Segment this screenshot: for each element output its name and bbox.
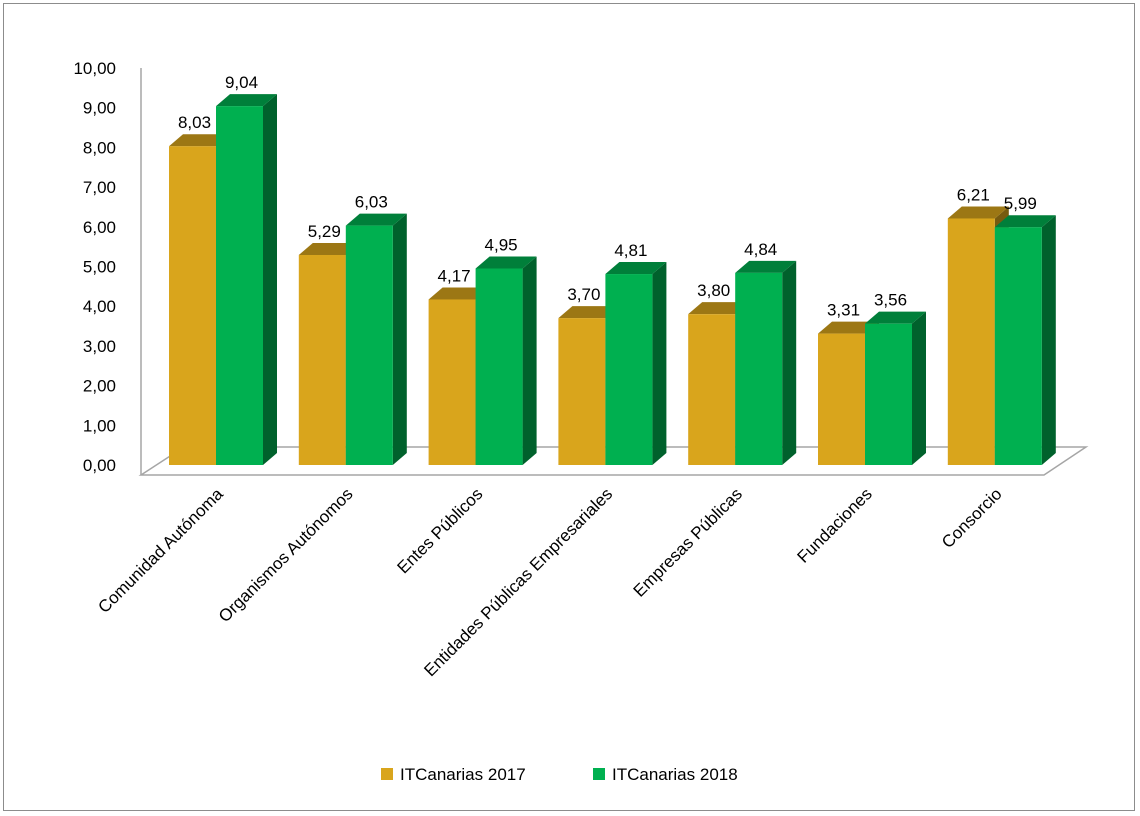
legend-label: ITCanarias 2018 — [612, 765, 738, 784]
y-tick-label: 2,00 — [83, 377, 116, 396]
y-axis: 0,00 1,00 2,00 3,00 4,00 5,00 6,00 7,00 8,00 9,00… — [73, 59, 142, 475]
bar-top — [169, 134, 230, 147]
bar-side — [522, 256, 537, 465]
bar-side — [912, 311, 926, 465]
bar — [865, 311, 926, 465]
bar-top — [475, 256, 537, 269]
y-tick-label: 3,00 — [83, 337, 116, 356]
data-label: 8,03 — [178, 113, 211, 132]
bar-front — [216, 106, 263, 465]
data-label: 9,04 — [225, 73, 258, 92]
legend-item: ITCanarias 2017 — [381, 765, 526, 784]
data-label: 5,99 — [1004, 194, 1037, 213]
legend-item: ITCanarias 2018 — [593, 765, 738, 784]
bar — [216, 94, 277, 465]
bar — [605, 262, 667, 465]
bar-side — [652, 262, 667, 465]
data-label: 4,84 — [744, 240, 777, 259]
bar-front — [865, 323, 912, 465]
category-label: Organismos Autónomos — [215, 484, 357, 626]
bar-top — [818, 321, 879, 334]
category-label: Fundaciones — [794, 484, 876, 566]
bar-top — [605, 262, 667, 275]
data-label: 6,03 — [355, 193, 388, 212]
bar-chart: 0,00 1,00 2,00 3,00 4,00 5,00 6,00 7,00 8,00 9,00… — [73, 59, 1089, 784]
bar-front — [605, 274, 653, 465]
bar-top — [688, 302, 750, 315]
data-labels: 8,03 9,04 5,29 6,03 4,17 4,95 3,70 4,81 3,80 4,84… — [178, 73, 1037, 319]
bar — [735, 260, 797, 465]
bar — [345, 213, 407, 465]
bar-top — [345, 213, 407, 226]
y-tick-label: 8,00 — [83, 138, 116, 157]
legend-label: ITCanarias 2017 — [400, 765, 526, 784]
y-tick-label: 6,00 — [83, 218, 116, 237]
bar-front — [688, 314, 736, 465]
bar-front — [558, 318, 606, 465]
legend-swatch — [593, 768, 605, 780]
bar-front — [475, 268, 523, 465]
bar — [994, 215, 1056, 465]
y-tick-label: 9,00 — [83, 99, 116, 118]
data-label: 3,80 — [697, 281, 730, 300]
y-tick-label: 10,00 — [73, 59, 116, 78]
legend: ITCanarias 2017 ITCanarias 2018 — [381, 765, 738, 784]
bar-side — [263, 94, 277, 465]
bar-top — [298, 242, 360, 255]
data-label: 3,70 — [567, 285, 600, 304]
bar-front — [818, 333, 865, 465]
y-tick-label: 5,00 — [83, 258, 116, 277]
bar-front — [298, 254, 346, 465]
bar — [475, 256, 537, 465]
bar-top — [558, 306, 620, 319]
bar-front — [735, 272, 783, 465]
bar-top — [428, 287, 490, 300]
bar-top — [994, 215, 1056, 228]
y-tick-label: 1,00 — [83, 416, 116, 435]
y-tick-label: 0,00 — [83, 456, 116, 475]
bar-front — [994, 227, 1042, 465]
bar-side — [1041, 215, 1056, 465]
bar-top — [865, 311, 926, 324]
data-label: 6,21 — [957, 185, 990, 204]
bar-top — [947, 206, 1009, 219]
data-label: 3,56 — [874, 291, 907, 310]
bar-front — [345, 225, 393, 465]
bars — [169, 94, 1056, 466]
bar-front — [947, 218, 995, 465]
bar-top — [216, 94, 277, 107]
category-label: Entes Públicos — [393, 484, 486, 577]
y-tick-label: 4,00 — [83, 297, 116, 316]
y-tick-label: 7,00 — [83, 178, 116, 197]
data-label: 4,17 — [438, 266, 471, 285]
data-label: 5,29 — [308, 222, 341, 241]
bar-top — [735, 260, 797, 273]
category-label: Comunidad Autónoma — [94, 484, 227, 617]
bar-side — [392, 213, 407, 465]
bar-front — [169, 146, 216, 466]
category-label: Empresas Públicas — [630, 484, 746, 600]
chart-frame: 0,00 1,00 2,00 3,00 4,00 5,00 6,00 7,00 8,00 9,00… — [3, 3, 1135, 811]
legend-swatch — [381, 768, 393, 780]
category-label: Consorcio — [938, 484, 1006, 552]
data-label: 4,81 — [614, 241, 647, 260]
bar-side — [782, 260, 797, 465]
data-label: 4,95 — [485, 235, 518, 254]
data-label: 3,31 — [827, 301, 860, 320]
bar-front — [428, 299, 476, 465]
